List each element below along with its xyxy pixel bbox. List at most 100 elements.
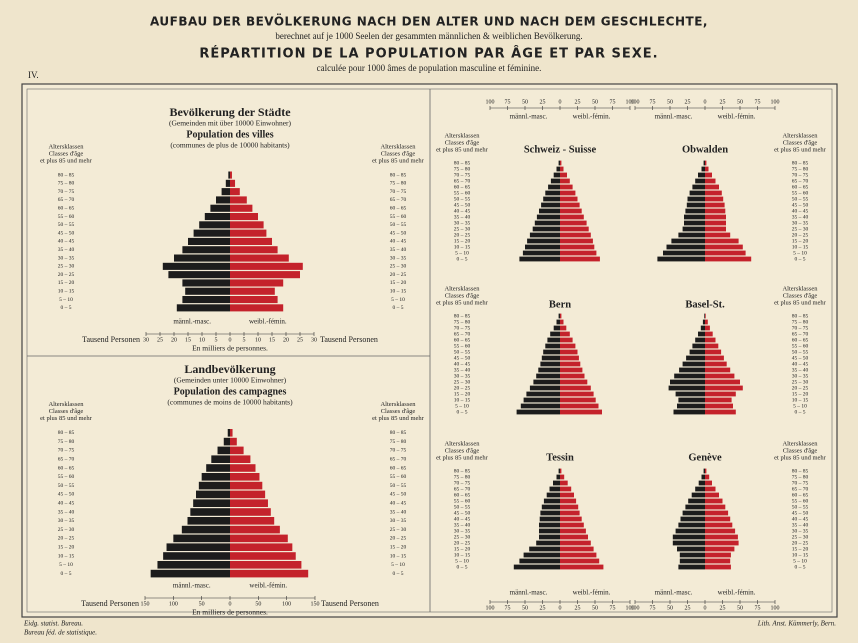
age-label: 40 – 45	[390, 239, 407, 245]
age-label: 50 – 55	[58, 483, 75, 489]
bar	[560, 480, 568, 486]
legend-label: männl.-masc.	[510, 113, 548, 121]
age-header: Classes d'âge	[783, 447, 818, 454]
age-label: 10 – 15	[792, 552, 809, 558]
bar	[668, 385, 705, 391]
bar	[705, 244, 743, 250]
age-label: 40 – 45	[792, 516, 809, 522]
bar	[166, 543, 230, 551]
age-header: et plus 85 und mehr	[372, 157, 424, 164]
age-label: 15 – 20	[390, 280, 407, 286]
bar	[705, 379, 740, 385]
bar	[704, 313, 705, 319]
bar	[527, 238, 560, 244]
bar	[560, 256, 600, 262]
age-label: 5 – 10	[455, 558, 469, 564]
age-label: 50 – 55	[454, 196, 471, 202]
bar	[684, 220, 705, 226]
bar	[686, 202, 705, 208]
age-header: Classes d'âge	[381, 408, 416, 415]
bar	[705, 325, 710, 331]
age-label: 40 – 45	[58, 239, 75, 245]
age-label: 65 – 70	[792, 331, 809, 337]
bar	[182, 279, 230, 287]
age-label: 70 – 75	[454, 172, 471, 178]
bar	[529, 546, 560, 552]
unit-label: Tausend Personen	[321, 599, 379, 608]
subheader-fr: calculée pour 1000 âmes de population ma…	[317, 63, 542, 73]
age-label: 55 – 60	[454, 343, 471, 349]
age-label: 60 – 65	[454, 337, 471, 343]
bar	[685, 208, 705, 214]
age-label: 65 – 70	[454, 331, 471, 337]
bar	[677, 403, 705, 409]
x-tick-label: 50	[255, 601, 261, 607]
bar	[705, 214, 726, 220]
chart-title: (Gemeinden mit über 10000 Einwohner)	[169, 119, 292, 128]
bar	[677, 546, 705, 552]
age-label: 60 – 65	[454, 184, 471, 190]
x-tick-label: 100	[771, 605, 780, 611]
age-label: 35 – 40	[792, 214, 809, 220]
x-tick-label: 100	[282, 601, 291, 607]
age-label: 50 – 55	[454, 349, 471, 355]
bar	[541, 504, 560, 510]
age-label: 25 – 30	[792, 379, 809, 385]
bar	[560, 528, 586, 534]
age-header: Altersklassen	[380, 401, 416, 408]
bar	[230, 561, 302, 569]
bar	[680, 516, 705, 522]
bar	[558, 313, 560, 319]
x-tick-label: 75	[755, 605, 761, 611]
age-label: 5 – 10	[391, 297, 405, 303]
bar	[230, 179, 236, 187]
age-label: 30 – 35	[792, 220, 809, 226]
age-header: Classes d'âge	[445, 139, 480, 146]
bar	[674, 373, 705, 379]
bar	[230, 508, 271, 516]
age-label: 10 – 15	[58, 289, 75, 295]
unit-label: Tausend Personen	[320, 335, 378, 344]
bar	[230, 569, 309, 578]
bar	[705, 202, 725, 208]
chart-title: Genève	[688, 452, 722, 463]
bar	[657, 256, 705, 262]
age-label: 0 – 5	[61, 305, 72, 311]
x-tick-label: 20	[283, 337, 289, 343]
bar	[547, 337, 560, 343]
bar	[560, 498, 577, 504]
bar	[705, 355, 724, 361]
bar	[678, 564, 705, 570]
bar	[705, 337, 716, 343]
age-label: 35 – 40	[390, 247, 407, 253]
bar	[519, 256, 560, 262]
age-label: 60 – 65	[792, 337, 809, 343]
age-label: 65 – 70	[58, 197, 75, 203]
bar	[188, 237, 230, 245]
age-label: 10 – 15	[390, 553, 407, 559]
bar	[705, 256, 752, 262]
x-tick-label: 50	[199, 601, 205, 607]
bar	[196, 490, 230, 499]
bar	[519, 558, 560, 564]
x-tick-label: 25	[685, 99, 691, 105]
age-header: et plus 85 und mehr	[372, 415, 424, 422]
age-label: 25 – 30	[454, 226, 471, 232]
bar	[230, 171, 232, 179]
bar	[675, 528, 705, 534]
age-label: 50 – 55	[792, 196, 809, 202]
age-label: 70 – 75	[792, 172, 809, 178]
age-label: 25 – 30	[792, 226, 809, 232]
age-label: 20 – 25	[58, 272, 75, 278]
bar	[230, 296, 278, 304]
bar	[157, 561, 230, 569]
bar	[695, 486, 705, 492]
age-label: 75 – 80	[454, 474, 471, 480]
bar	[673, 409, 705, 415]
bar	[703, 468, 705, 474]
bar	[560, 313, 562, 319]
bar	[671, 238, 705, 244]
bar	[230, 188, 240, 196]
age-label: 30 – 35	[454, 528, 471, 534]
bar	[182, 296, 230, 304]
